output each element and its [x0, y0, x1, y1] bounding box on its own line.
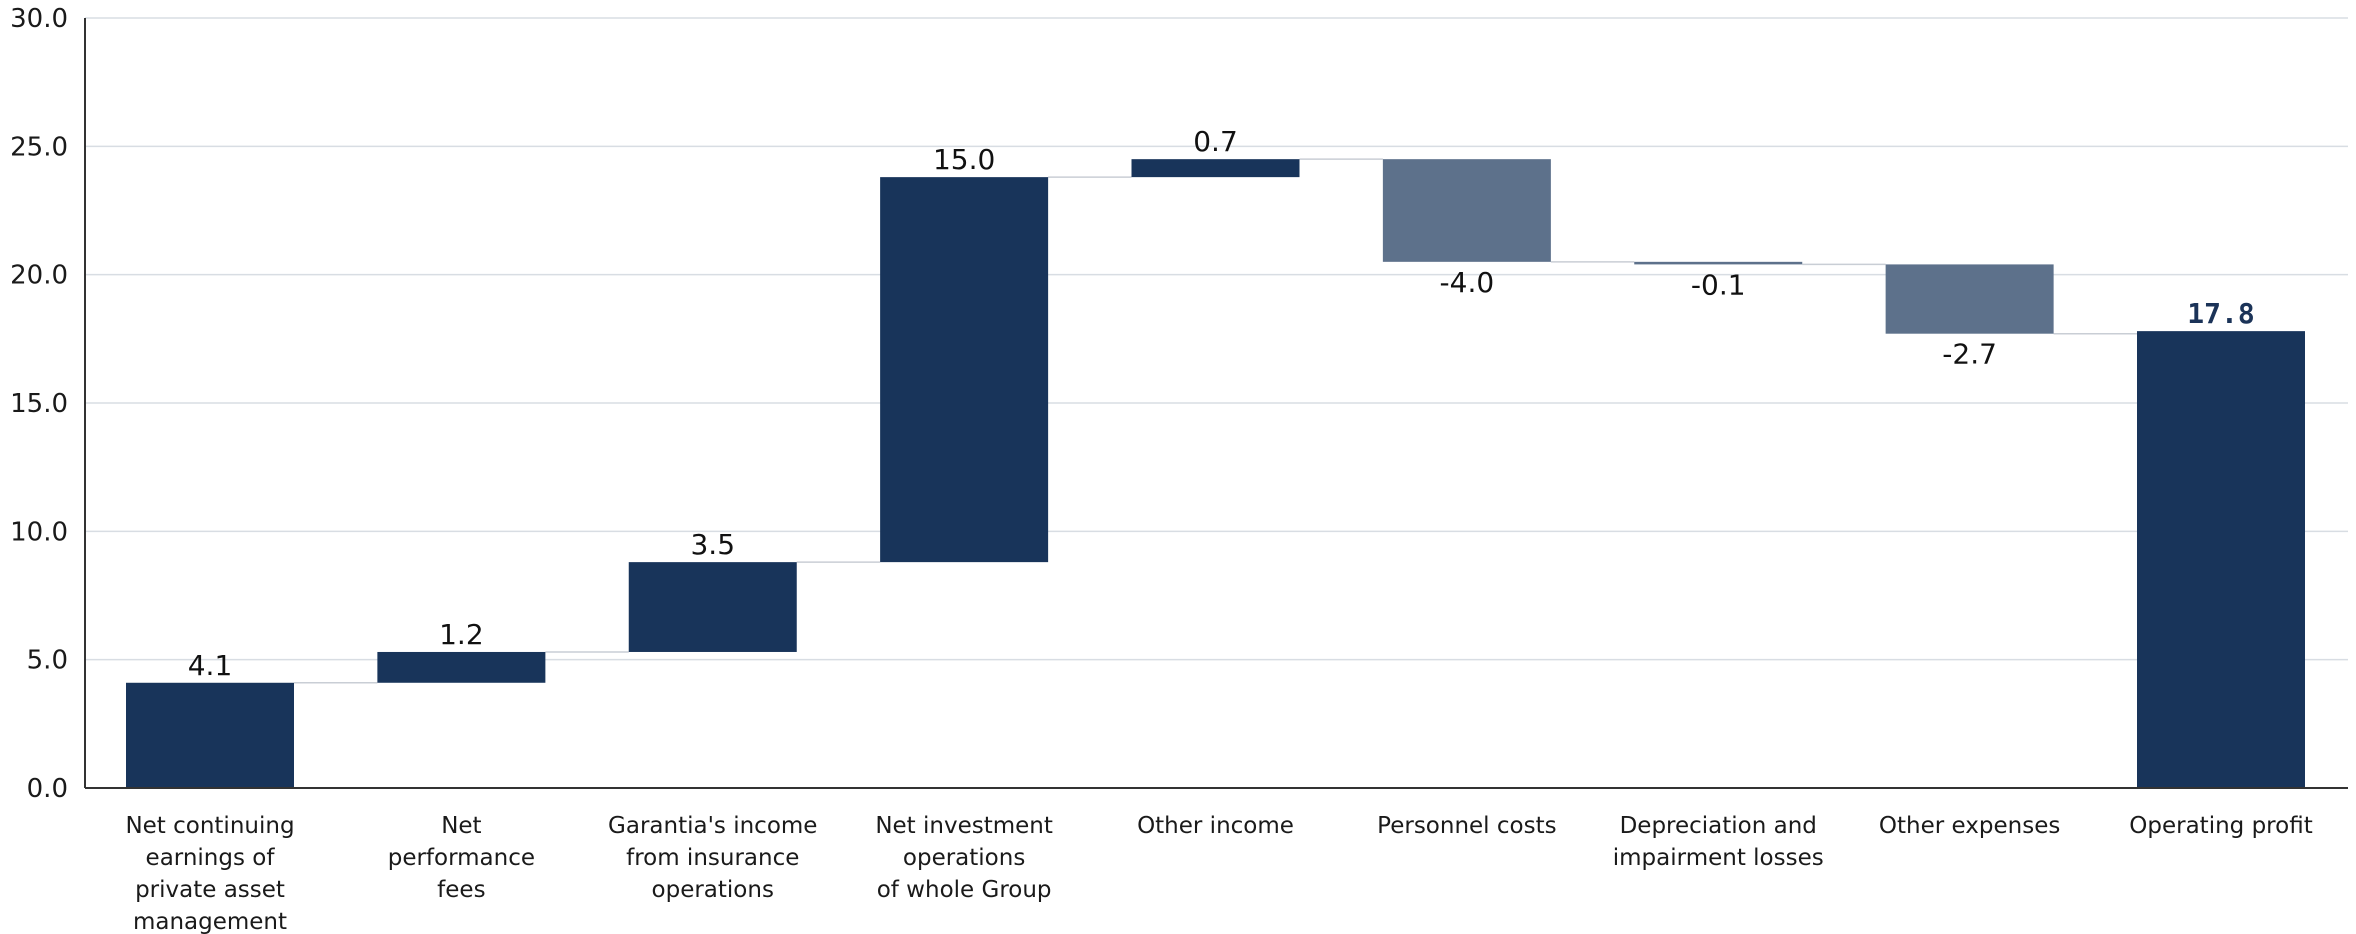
x-category-label-line: impairment losses [1613, 845, 1824, 871]
x-category-label-line: Garantia's income [608, 813, 817, 839]
bar [1131, 159, 1300, 178]
y-axis-tick-labels: 0.0 5.0 10.0 15.0 20.0 25.0 30.0 [10, 4, 68, 804]
x-category-label-line: from insurance [626, 845, 799, 871]
bar [628, 562, 797, 652]
data-label: 1.2 [439, 618, 484, 651]
x-category-label-line: operations [652, 877, 774, 903]
bar [880, 177, 1049, 563]
x-category-label-line: Other income [1137, 813, 1294, 839]
x-category-label: Garantia's income from insurance operation… [608, 813, 817, 903]
data-label: 15.0 [933, 143, 995, 176]
x-category-label-line: Net [441, 813, 481, 839]
x-category-label-line: earnings of [146, 845, 276, 871]
x-category-label: Net investment operations of whole Group [875, 813, 1053, 903]
x-category-label-line: management [133, 909, 287, 934]
x-category-label: Personnel costs [1377, 813, 1556, 839]
data-label: 3.5 [690, 528, 735, 561]
y-tick-label: 20.0 [10, 261, 68, 291]
bar [1634, 261, 1803, 265]
grid-lines [85, 17, 2348, 661]
x-category-label-line: of whole Group [877, 877, 1052, 903]
x-category-label-line: Other expenses [1879, 813, 2060, 839]
y-tick-label: 15.0 [10, 389, 68, 419]
x-category-label-line: Net continuing [125, 813, 294, 839]
x-category-label-line: private asset [135, 877, 285, 903]
x-category-label: Other expenses [1879, 813, 2060, 839]
y-tick-label: 5.0 [27, 646, 68, 676]
data-label: 17.8 [2187, 297, 2254, 330]
y-tick-label: 25.0 [10, 132, 68, 162]
connector-lines [294, 158, 2137, 684]
data-label: 4.1 [188, 649, 233, 682]
axes [84, 18, 2348, 789]
x-category-label-line: fees [437, 877, 485, 903]
x-category-label-line: operations [903, 845, 1025, 871]
x-category-label: Net continuing earnings of private asset ma… [125, 813, 294, 934]
x-category-label: Other income [1137, 813, 1294, 839]
x-category-label: Operating profit [2129, 813, 2312, 839]
y-tick-label: 30.0 [10, 4, 68, 34]
y-tick-label: 10.0 [10, 517, 68, 547]
bars [126, 159, 2305, 788]
y-tick-label: 0.0 [27, 774, 68, 804]
bar [126, 682, 294, 788]
x-axis-category-labels: Net continuing earnings of private asset ma… [125, 813, 2312, 934]
x-category-label-line: Personnel costs [1377, 813, 1556, 839]
data-label: -4.0 [1440, 266, 1495, 299]
x-category-label-line: Operating profit [2129, 813, 2312, 839]
x-category-label-line: Depreciation and [1620, 813, 1817, 839]
bar [2137, 331, 2305, 788]
data-label: -2.7 [1942, 338, 1997, 371]
data-label: -0.1 [1691, 268, 1746, 301]
x-category-label-line: performance [388, 845, 535, 871]
value-labels: 4.1 1.2 3.5 15.0 0.7 -4.0 -0.1 -2.7 17.8 [188, 125, 2255, 682]
data-label: 0.7 [1193, 125, 1238, 158]
bar [377, 651, 546, 683]
x-category-label: Depreciation and impairment losses [1613, 813, 1824, 871]
x-category-label: Net performance fees [388, 813, 535, 903]
bar [1382, 159, 1551, 262]
x-category-label-line: Net investment [875, 813, 1053, 839]
bar [1885, 264, 2054, 334]
